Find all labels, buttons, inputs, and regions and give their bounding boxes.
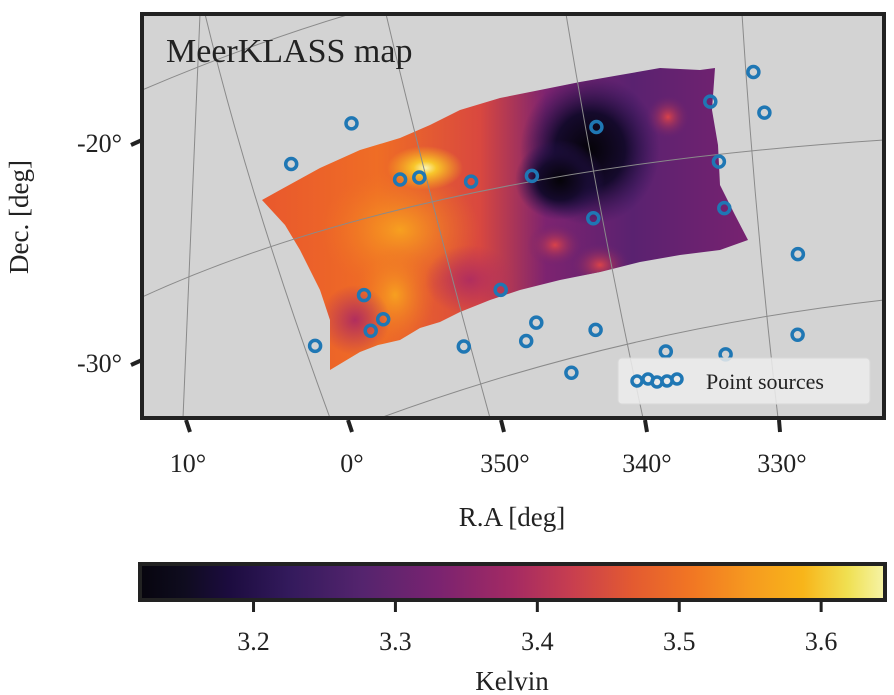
gridline-dec xyxy=(142,14,353,91)
map-warm-region xyxy=(527,223,583,267)
x-tick-label: 0° xyxy=(340,449,363,478)
point-source-marker xyxy=(757,105,772,120)
point-source-marker xyxy=(564,365,579,380)
point-source-marker xyxy=(307,338,323,354)
point-source-marker xyxy=(717,200,732,216)
x-tick-label: 10° xyxy=(170,449,206,478)
legend-label: Point sources xyxy=(706,369,824,394)
y-tick xyxy=(130,358,143,367)
point-source-marker xyxy=(518,333,534,349)
point-source-marker xyxy=(529,315,544,330)
colorbar-tick-label: 3.2 xyxy=(237,627,270,656)
point-source-marker xyxy=(344,116,359,131)
point-source-marker xyxy=(589,119,604,135)
x-tick xyxy=(184,419,192,433)
y-tick-label: -30° xyxy=(77,349,122,378)
point-source-marker xyxy=(356,287,372,303)
x-tick xyxy=(643,419,649,433)
colorbar-tick-label: 3.5 xyxy=(663,627,696,656)
point-source-marker xyxy=(375,312,391,327)
map-cold-spot xyxy=(515,140,605,220)
axes-frame xyxy=(140,12,886,420)
point-source-marker xyxy=(746,64,761,80)
gridline-dec xyxy=(142,139,884,298)
y-tick xyxy=(130,138,143,147)
point-source-marker xyxy=(711,154,727,169)
y-tick-label: -20° xyxy=(77,129,122,158)
point-source-marker xyxy=(392,172,408,187)
point-source-marker xyxy=(363,323,378,339)
point-source-marker xyxy=(463,174,479,189)
x-tick-label: 330° xyxy=(757,449,806,478)
colorbar-tick-label: 3.6 xyxy=(805,627,838,656)
x-axis-label: R.A [deg] xyxy=(459,502,565,532)
x-ticks xyxy=(184,419,782,433)
gridline-dec xyxy=(379,299,884,418)
point-source-marker xyxy=(790,246,806,262)
x-tick xyxy=(346,419,354,433)
colorbar-label: Kelvin xyxy=(475,666,549,695)
point-source-marker xyxy=(588,322,603,338)
point-source-marker xyxy=(456,339,472,354)
y-ticks xyxy=(130,138,143,367)
colorbar-tick-label: 3.4 xyxy=(521,627,554,656)
legend-marker-icon xyxy=(630,372,684,389)
point-source-marker xyxy=(412,170,427,185)
legend-box xyxy=(617,357,871,405)
point-sources xyxy=(283,64,806,380)
colorbar-gradient xyxy=(138,562,887,602)
map-cool-region xyxy=(425,245,515,315)
point-source-marker xyxy=(493,282,508,298)
x-tick-label: 340° xyxy=(622,449,671,478)
colorbar-tick-label: 3.3 xyxy=(379,627,412,656)
x-tick xyxy=(777,419,782,433)
gridline-ra xyxy=(182,14,201,418)
map-warm-source xyxy=(646,95,690,139)
gridline-ra xyxy=(385,14,491,418)
colorbar: 3.2 3.3 3.4 3.5 3.6 Kelvin xyxy=(138,562,887,695)
legend: Point sources xyxy=(617,357,871,405)
map-title: MeerKLASS map xyxy=(166,33,412,70)
point-source-marker xyxy=(524,168,540,184)
x-tick-label: 350° xyxy=(480,449,529,478)
gridline-ra xyxy=(204,14,331,418)
point-source-marker xyxy=(790,327,805,343)
x-tick xyxy=(499,419,506,433)
point-source-marker xyxy=(703,94,718,109)
point-source-marker xyxy=(283,156,299,172)
y-axis-label: Dec. [deg] xyxy=(4,160,34,274)
point-source-marker xyxy=(658,344,674,359)
point-source-marker xyxy=(586,211,601,226)
